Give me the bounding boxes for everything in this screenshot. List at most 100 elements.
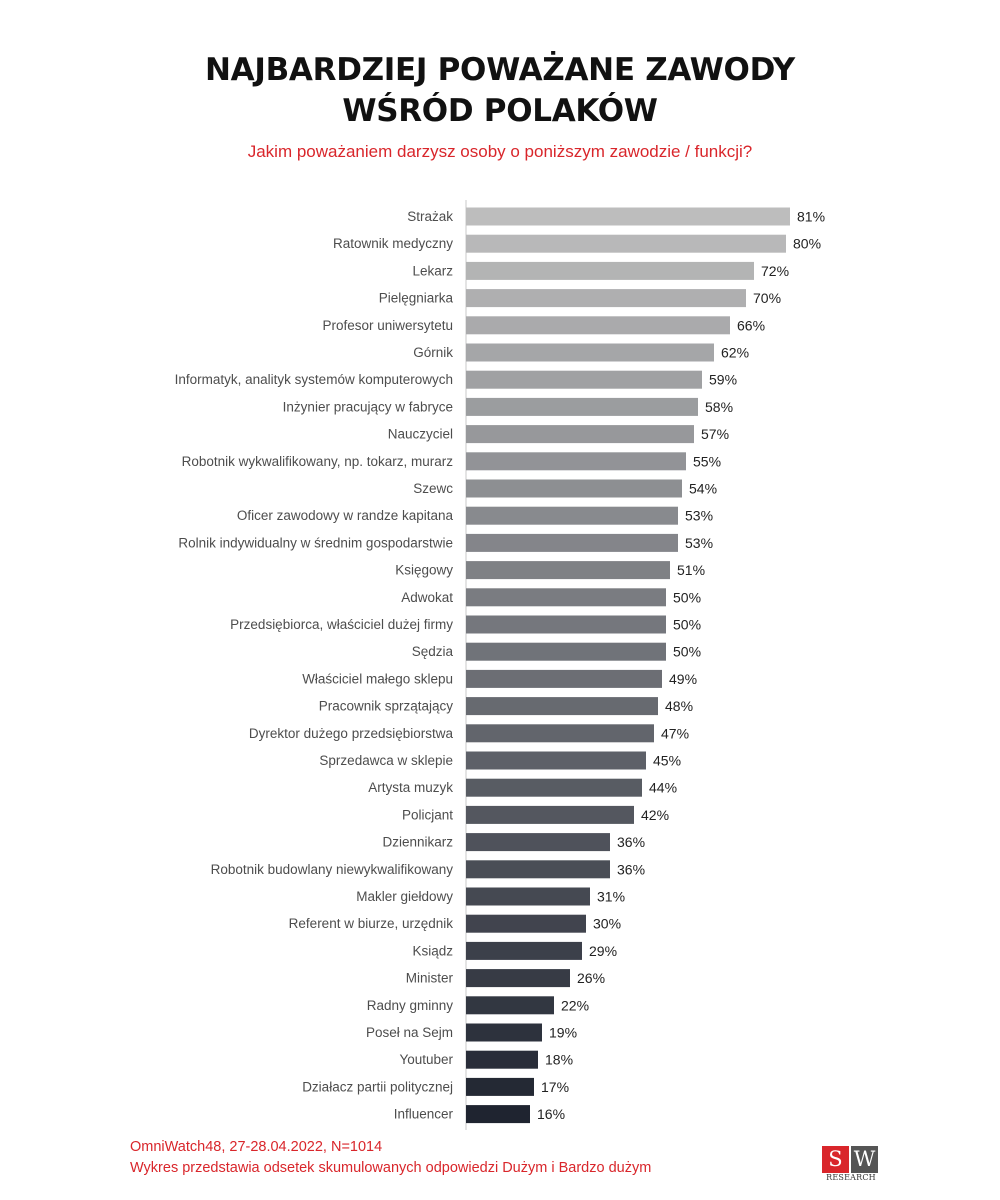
data-label: 26% xyxy=(577,970,605,986)
data-label: 44% xyxy=(649,780,677,796)
category-label: Adwokat xyxy=(401,590,453,605)
category-label: Artysta muzyk xyxy=(368,780,453,795)
sw-research-logo: S W RESEARCH xyxy=(822,1146,880,1184)
data-label: 53% xyxy=(685,508,713,524)
category-label: Szewc xyxy=(413,481,453,496)
category-label: Poseł na Sejm xyxy=(366,1025,453,1040)
bar xyxy=(466,479,682,498)
bar xyxy=(466,1050,538,1069)
category-label: Minister xyxy=(406,971,454,986)
bar xyxy=(466,234,786,253)
data-label: 66% xyxy=(737,317,765,333)
category-label: Robotnik budowlany niewykwalifikowany xyxy=(211,862,454,877)
data-label: 18% xyxy=(545,1052,573,1068)
category-label: Strażak xyxy=(407,209,453,224)
category-label: Influencer xyxy=(394,1107,454,1122)
category-label: Ksiądz xyxy=(412,943,453,958)
category-label: Oficer zawodowy w randze kapitana xyxy=(237,508,454,523)
category-label: Księgowy xyxy=(395,563,453,578)
data-label: 55% xyxy=(693,453,721,469)
data-label: 48% xyxy=(665,698,693,714)
data-label: 57% xyxy=(701,426,729,442)
bar xyxy=(466,669,662,688)
chart-footer: OmniWatch48, 27-28.04.2022, N=1014 Wykre… xyxy=(130,1137,651,1179)
bar xyxy=(466,778,642,797)
bar xyxy=(466,833,610,852)
category-label: Pielęgniarka xyxy=(379,291,454,306)
category-label: Lekarz xyxy=(412,263,453,278)
bar xyxy=(466,751,646,770)
data-label: 50% xyxy=(673,589,701,605)
data-label: 50% xyxy=(673,644,701,660)
chart-subtitle: Jakim poważaniem darzysz osoby o poniższ… xyxy=(247,142,753,161)
category-label: Robotnik wykwalifikowany, np. tokarz, mu… xyxy=(182,454,454,469)
category-label: Profesor uniwersytetu xyxy=(322,318,453,333)
category-label: Ratownik medyczny xyxy=(333,236,453,251)
data-label: 45% xyxy=(653,753,681,769)
data-label: 36% xyxy=(617,834,645,850)
source-note: OmniWatch48, 27-28.04.2022, N=1014 xyxy=(130,1139,383,1155)
bar xyxy=(466,914,586,933)
category-label: Dziennikarz xyxy=(382,835,453,850)
category-label: Właściciel małego sklepu xyxy=(302,671,453,686)
bar xyxy=(466,1023,542,1042)
category-label: Dyrektor dużego przedsiębiorstwa xyxy=(249,726,454,741)
data-label: 47% xyxy=(661,725,689,741)
category-label: Rolnik indywidualny w średnim gospodarst… xyxy=(178,535,453,550)
bar xyxy=(466,969,570,988)
category-label: Działacz partii politycznej xyxy=(302,1079,453,1094)
data-label: 72% xyxy=(761,263,789,279)
bar xyxy=(466,261,754,280)
data-label: 58% xyxy=(705,399,733,415)
bar xyxy=(466,561,670,580)
bars-group: Strażak 81% Ratownik medyczny 80% Lekarz 72% P… xyxy=(175,207,825,1124)
data-label: 70% xyxy=(753,290,781,306)
logo-letter-s: S xyxy=(822,1146,849,1173)
category-label: Makler giełdowy xyxy=(356,889,453,904)
bar xyxy=(466,316,730,335)
data-label: 31% xyxy=(597,889,625,905)
data-label: 19% xyxy=(549,1025,577,1041)
bar xyxy=(466,724,654,743)
bar xyxy=(466,207,790,226)
data-label: 54% xyxy=(689,481,717,497)
data-label: 62% xyxy=(721,345,749,361)
data-label: 36% xyxy=(617,861,645,877)
data-label: 22% xyxy=(561,997,589,1013)
category-label: Pracownik sprzątający xyxy=(319,699,454,714)
data-label: 51% xyxy=(677,562,705,578)
category-label: Referent w biurze, urzędnik xyxy=(289,916,454,931)
bar xyxy=(466,615,666,634)
bar xyxy=(466,533,678,552)
bar xyxy=(466,642,666,661)
bar xyxy=(466,996,554,1015)
bar xyxy=(466,697,658,716)
logo-text: RESEARCH xyxy=(826,1173,876,1182)
bar xyxy=(466,397,698,416)
data-label: 80% xyxy=(793,236,821,252)
category-label: Policjant xyxy=(402,807,453,822)
data-label: 42% xyxy=(641,807,669,823)
bar xyxy=(466,805,634,824)
data-label: 16% xyxy=(537,1106,565,1122)
bar xyxy=(466,1105,530,1124)
data-label: 49% xyxy=(669,671,697,687)
category-label: Informatyk, analityk systemów komputerow… xyxy=(175,372,453,387)
bar xyxy=(466,506,678,525)
category-label: Radny gminny xyxy=(367,998,454,1013)
bar xyxy=(466,860,610,879)
bar xyxy=(466,343,714,362)
chart-title: NAJBARDZIEJ POWAŻANE ZAWODY WŚRÓD POLAKÓ… xyxy=(0,50,1000,132)
bar xyxy=(466,370,702,389)
data-label: 17% xyxy=(541,1079,569,1095)
data-label: 30% xyxy=(593,916,621,932)
bar xyxy=(466,452,686,471)
category-label: Sędzia xyxy=(412,644,454,659)
bar xyxy=(466,941,582,960)
chart-title-line-2: WŚRÓD POLAKÓW xyxy=(342,93,658,129)
category-label: Youtuber xyxy=(399,1052,453,1067)
bar xyxy=(466,289,746,308)
data-label: 59% xyxy=(709,372,737,388)
bar xyxy=(466,425,694,444)
category-label: Sprzedawca w sklepie xyxy=(319,753,453,768)
